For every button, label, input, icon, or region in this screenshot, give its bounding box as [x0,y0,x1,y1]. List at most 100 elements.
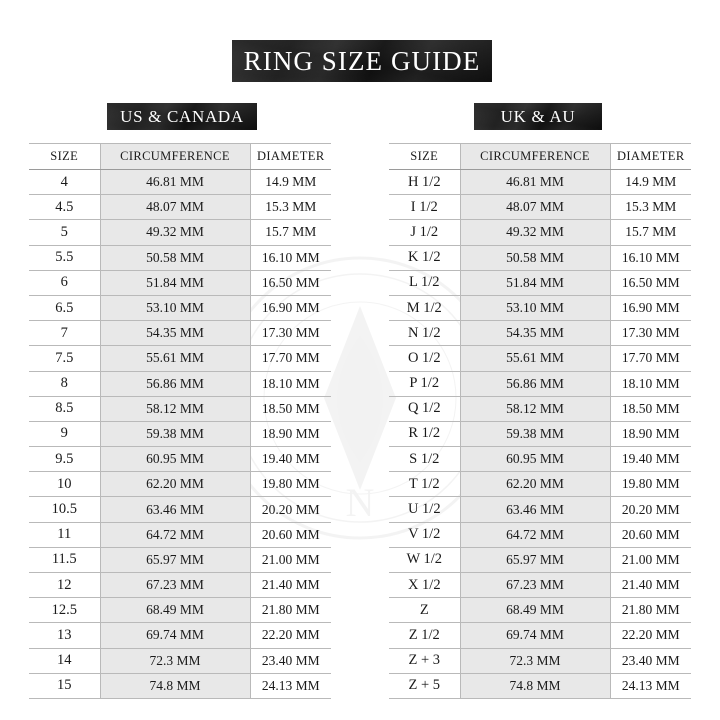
cell-circ: 54.35 MM [459,320,611,347]
table-row: K 1/2 50.58 MM 16.10 MM [389,244,691,271]
cell-size: 4 [29,168,100,196]
cell-size: H 1/2 [389,168,460,196]
cell-size: 13 [29,622,100,649]
cell-diam: 21.40 MM [610,571,691,599]
table-row: 10.5 63.46 MM 20.20 MM [29,496,331,523]
cell-size: N 1/2 [389,320,460,347]
cell-size: 4.5 [29,194,100,221]
cell-diam: 18.90 MM [250,420,331,448]
cell-size: Z [389,597,460,624]
size-table-us-canada-body: 4 46.81 MM 14.9 MM 4.5 48.07 MM 15.3 MM 5 49.32… [29,168,331,699]
cell-diam: 14.9 MM [610,168,691,196]
cell-size: I 1/2 [389,194,460,221]
table-row: 8.5 58.12 MM 18.50 MM [29,395,331,422]
cell-size: 12.5 [29,597,100,624]
cell-size: 5.5 [29,244,100,271]
table-row: Z + 3 72.3 MM 23.40 MM [389,647,691,674]
cell-circ: 56.86 MM [99,370,251,397]
cell-circ: 69.74 MM [99,622,251,649]
cell-diam: 14.9 MM [250,168,331,196]
cell-diam: 18.90 MM [610,420,691,448]
cell-size: Z 1/2 [389,622,460,649]
table-row: H 1/2 46.81 MM 14.9 MM [389,168,691,196]
cell-size: S 1/2 [389,446,460,473]
table-row: Z + 5 74.8 MM 24.13 MM [389,672,691,699]
cell-circ: 64.72 MM [459,521,611,548]
table-row: 6 51.84 MM 16.50 MM [29,269,331,296]
cell-diam: 21.80 MM [250,597,331,624]
cell-circ: 48.07 MM [99,194,251,221]
cell-circ: 65.97 MM [99,546,251,574]
table-row: X 1/2 67.23 MM 21.40 MM [389,571,691,599]
cell-circ: 55.61 MM [459,345,611,372]
cell-circ: 50.58 MM [99,244,251,271]
cell-diam: 19.80 MM [250,471,331,498]
cell-circ: 63.46 MM [459,496,611,523]
cell-size: 5 [29,219,100,246]
cell-diam: 16.90 MM [610,294,691,322]
cell-diam: 17.70 MM [610,345,691,372]
table-row: U 1/2 63.46 MM 20.20 MM [389,496,691,523]
cell-diam: 20.20 MM [610,496,691,523]
cell-circ: 58.12 MM [99,395,251,422]
cell-circ: 62.20 MM [459,471,611,498]
cell-circ: 58.12 MM [459,395,611,422]
cell-circ: 51.84 MM [459,269,611,296]
cell-diam: 22.20 MM [250,622,331,649]
cell-diam: 23.40 MM [250,647,331,674]
cell-size: Q 1/2 [389,395,460,422]
cell-circ: 68.49 MM [99,597,251,624]
cell-circ: 50.58 MM [459,244,611,271]
cell-circ: 59.38 MM [99,420,251,448]
cell-circ: 64.72 MM [99,521,251,548]
cell-circ: 67.23 MM [459,571,611,599]
cell-diam: 21.00 MM [610,546,691,574]
table-row: R 1/2 59.38 MM 18.90 MM [389,420,691,448]
cell-diam: 19.40 MM [610,446,691,473]
table-row: Q 1/2 58.12 MM 18.50 MM [389,395,691,422]
table-row: 4 46.81 MM 14.9 MM [29,168,331,196]
cell-size: 12 [29,571,100,599]
table-row: Z 1/2 69.74 MM 22.20 MM [389,622,691,649]
table-row: 9.5 60.95 MM 19.40 MM [29,446,331,473]
cell-diam: 20.20 MM [250,496,331,523]
page-title: RING SIZE GUIDE [232,40,492,82]
cell-size: 7 [29,320,100,347]
cell-diam: 21.00 MM [250,546,331,574]
cell-size: O 1/2 [389,345,460,372]
cell-diam: 15.7 MM [250,219,331,246]
cell-size: Z + 5 [389,672,460,699]
cell-circ: 62.20 MM [99,471,251,498]
table-row: V 1/2 64.72 MM 20.60 MM [389,521,691,548]
cell-size: 8 [29,370,100,397]
column-header-diameter: DIAMETER [250,143,331,170]
column-header-size: SIZE [29,143,100,170]
cell-circ: 65.97 MM [459,546,611,574]
cell-size: R 1/2 [389,420,460,448]
cell-diam: 24.13 MM [250,672,331,699]
cell-circ: 49.32 MM [459,219,611,246]
cell-circ: 74.8 MM [459,672,611,699]
cell-diam: 18.50 MM [250,395,331,422]
size-table-us-canada: SIZE CIRCUMFERENCE DIAMETER 4 46.81 MM 14.… [29,143,331,699]
cell-size: 15 [29,672,100,699]
cell-size: K 1/2 [389,244,460,271]
cell-circ: 63.46 MM [99,496,251,523]
table-header-row: SIZE CIRCUMFERENCE DIAMETER [29,143,331,170]
cell-diam: 18.50 MM [610,395,691,422]
cell-diam: 16.50 MM [610,269,691,296]
cell-diam: 20.60 MM [610,521,691,548]
cell-circ: 67.23 MM [99,571,251,599]
table-row: 12.5 68.49 MM 21.80 MM [29,597,331,624]
cell-circ: 48.07 MM [459,194,611,221]
cell-diam: 22.20 MM [610,622,691,649]
cell-circ: 59.38 MM [459,420,611,448]
table-row: I 1/2 48.07 MM 15.3 MM [389,194,691,221]
table-row: M 1/2 53.10 MM 16.90 MM [389,294,691,322]
cell-diam: 16.50 MM [250,269,331,296]
cell-circ: 56.86 MM [459,370,611,397]
table-row: 4.5 48.07 MM 15.3 MM [29,194,331,221]
table-row: L 1/2 51.84 MM 16.50 MM [389,269,691,296]
table-row: 14 72.3 MM 23.40 MM [29,647,331,674]
